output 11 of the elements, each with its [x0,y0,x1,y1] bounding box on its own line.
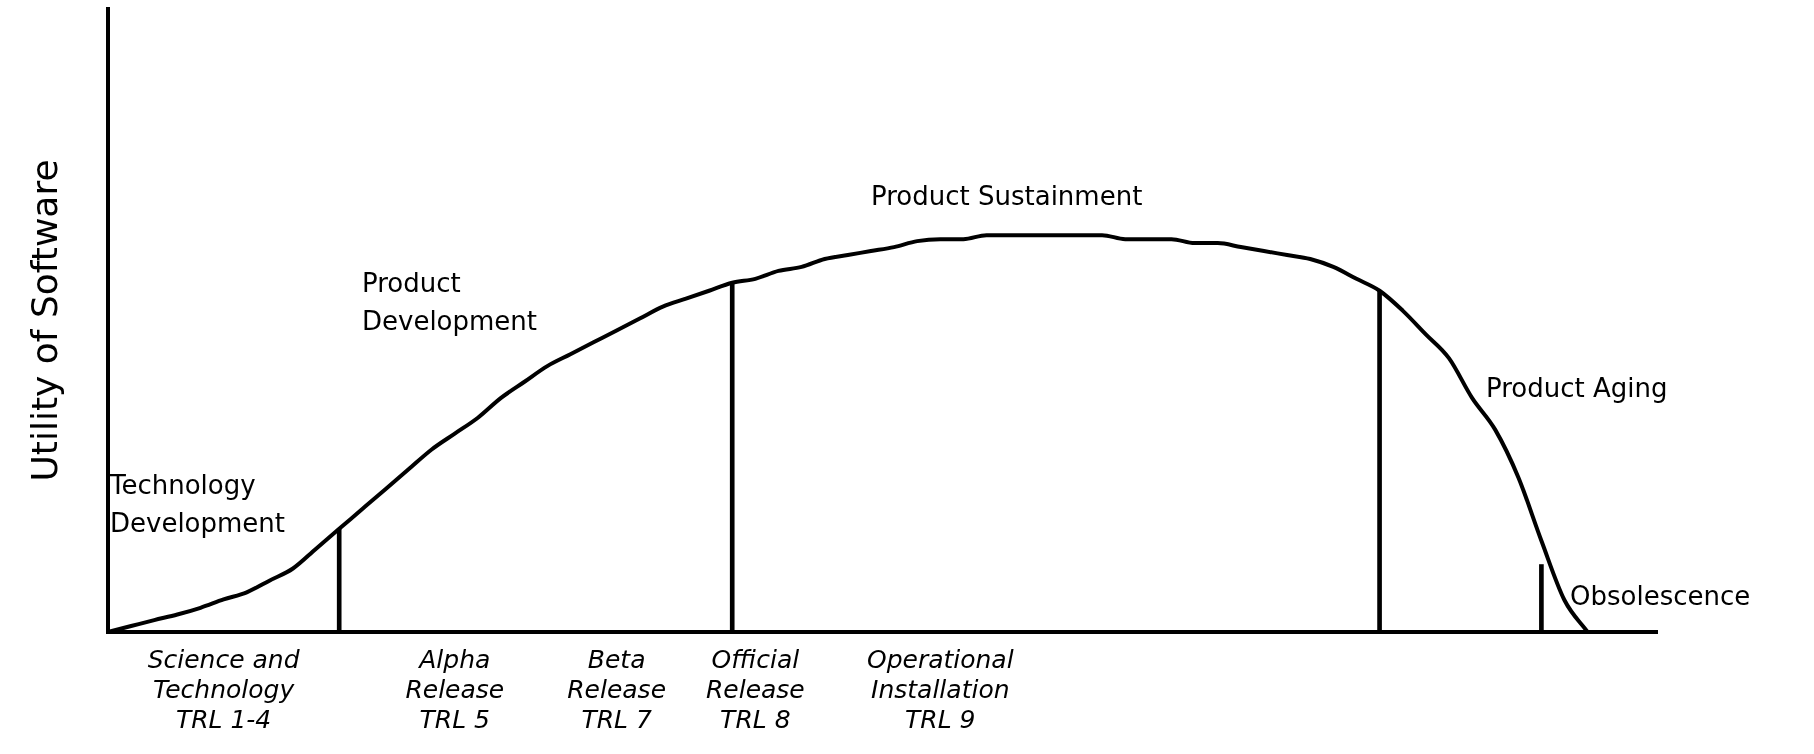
annotation: Product Aging [1486,372,1668,403]
x-tick-label: Operational Installation TRL 9 [866,644,1014,734]
annotation: Product Development [362,267,538,336]
x-tick-label: Alpha Release TRL 5 [405,644,505,734]
text: Product Sustainment [871,180,1143,211]
annotation: Obsolescence [1570,580,1751,611]
y-axis-title: Utility of Software [24,159,66,482]
x-tick-label: Beta Release TRL 7 [567,644,667,734]
annotation: Technology Development [109,469,286,538]
x-tick-label: Science and Technology TRL 1-4 [147,644,300,734]
x-tick-label: Official Release TRL 8 [705,644,805,734]
